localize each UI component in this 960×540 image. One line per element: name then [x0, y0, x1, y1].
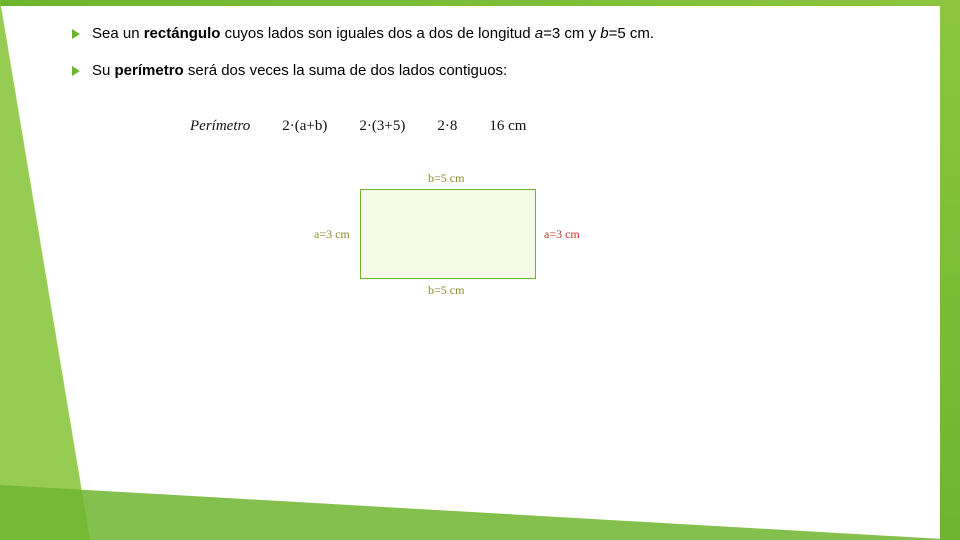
formula-step2: 2·(3+5)	[359, 118, 405, 135]
bullet-1-text: Sea un rectángulo cuyos lados son iguale…	[92, 24, 654, 44]
formula-label: Perímetro	[190, 118, 250, 135]
perimeter-formula: Perímetro 2·(a+b) 2·(3+5) 2·8 16 cm	[190, 118, 900, 135]
bullet-1: Sea un rectángulo cuyos lados son iguale…	[70, 24, 900, 45]
var-b: b	[600, 25, 608, 42]
text: =5 cm.	[609, 25, 654, 42]
formula-step1: 2·(a+b)	[282, 118, 327, 135]
text: Su	[92, 62, 115, 79]
bullet-2-text: Su perímetro será dos veces la suma de d…	[92, 61, 507, 81]
corner-bottom	[0, 485, 960, 540]
formula-result: 16 cm	[489, 118, 526, 135]
var-a: a	[535, 25, 543, 42]
text: cuyos lados son iguales dos a dos de lon…	[220, 25, 534, 42]
rectangle-diagram: b=5 cm b=5 cm a=3 cm a=3 cm	[300, 163, 600, 313]
bullet-2: Su perímetro será dos veces la suma de d…	[70, 61, 900, 82]
dim-top: b=5 cm	[428, 171, 464, 186]
slide-content: Sea un rectángulo cuyos lados son iguale…	[0, 0, 960, 313]
text: Sea un	[92, 25, 144, 42]
text-bold: perímetro	[115, 62, 184, 79]
arrow-icon	[70, 64, 82, 82]
dim-left: a=3 cm	[314, 227, 350, 242]
rectangle-shape	[360, 189, 536, 279]
formula-step3: 2·8	[437, 118, 457, 135]
arrow-icon	[70, 27, 82, 45]
text: será dos veces la suma de dos lados cont…	[184, 62, 508, 79]
text-bold: rectángulo	[144, 25, 221, 42]
dim-right: a=3 cm	[544, 227, 580, 242]
text: =3 cm y	[543, 25, 600, 42]
dim-bottom: b=5 cm	[428, 283, 464, 298]
